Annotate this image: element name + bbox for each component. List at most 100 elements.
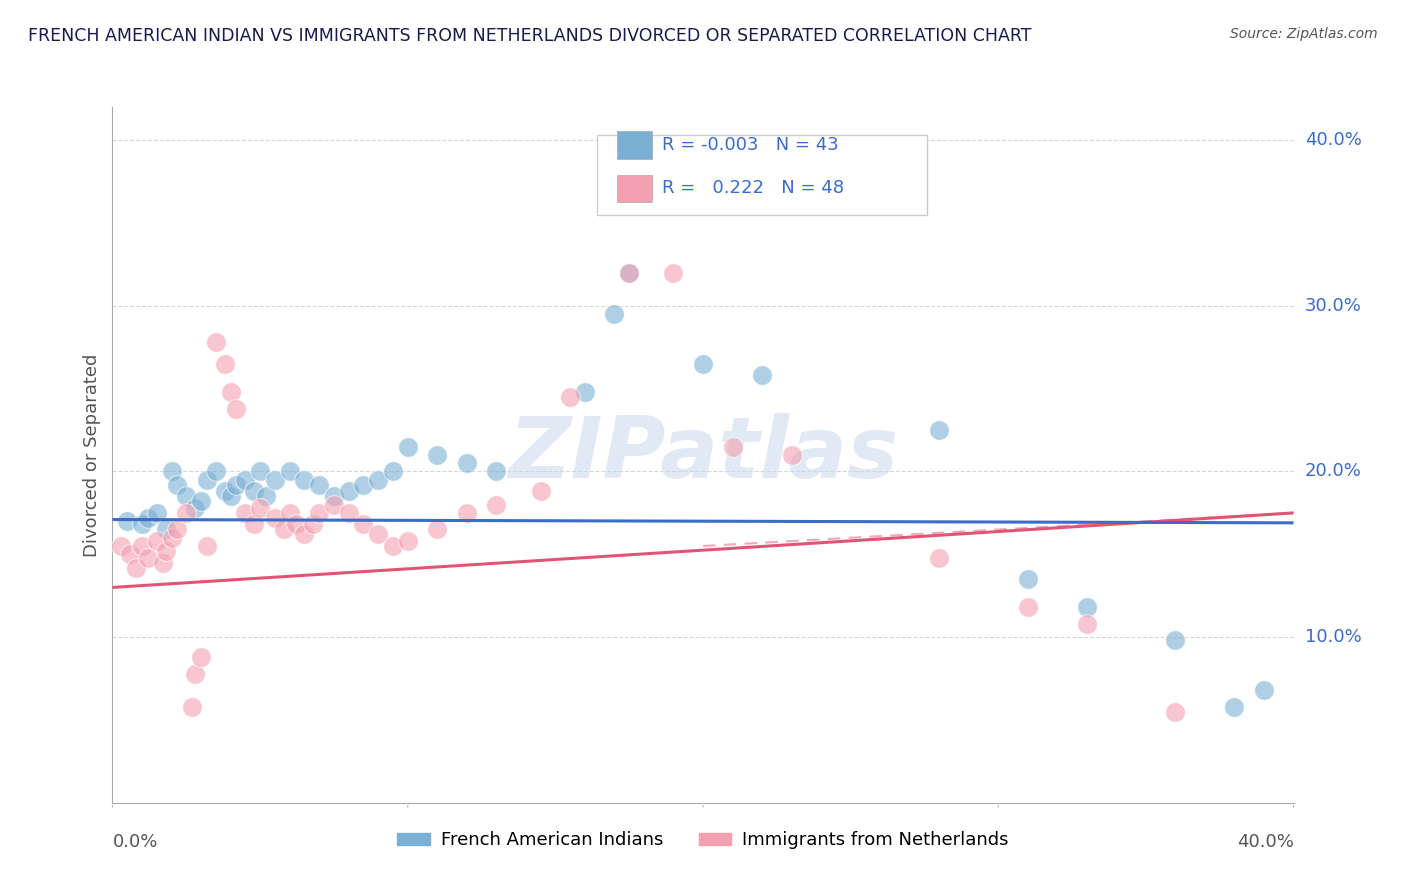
Point xyxy=(273,523,295,537)
Point xyxy=(529,484,551,499)
Point xyxy=(323,489,346,503)
Point xyxy=(190,494,212,508)
Point xyxy=(214,484,236,499)
Point xyxy=(243,517,266,532)
Point xyxy=(662,266,685,280)
Point xyxy=(1164,705,1187,719)
Point xyxy=(928,550,950,565)
Point xyxy=(780,448,803,462)
Point xyxy=(352,517,374,532)
Point xyxy=(456,506,478,520)
Point xyxy=(214,357,236,371)
Point xyxy=(751,368,773,383)
Point xyxy=(619,266,641,280)
Point xyxy=(1223,699,1246,714)
Text: 0.0%: 0.0% xyxy=(112,833,157,851)
Text: Source: ZipAtlas.com: Source: ZipAtlas.com xyxy=(1230,27,1378,41)
Point xyxy=(160,531,183,545)
Point xyxy=(308,477,330,491)
Point xyxy=(254,489,277,503)
Point xyxy=(205,335,228,350)
Point xyxy=(692,357,714,371)
Point xyxy=(155,544,177,558)
Point xyxy=(233,506,256,520)
Text: FRENCH AMERICAN INDIAN VS IMMIGRANTS FROM NETHERLANDS DIVORCED OR SEPARATED CORR: FRENCH AMERICAN INDIAN VS IMMIGRANTS FRO… xyxy=(28,27,1032,45)
Text: 40.0%: 40.0% xyxy=(1305,131,1361,149)
Point xyxy=(292,473,315,487)
Point xyxy=(426,523,449,537)
Point xyxy=(110,539,132,553)
Point xyxy=(382,465,405,479)
Text: 30.0%: 30.0% xyxy=(1305,297,1361,315)
Point xyxy=(721,440,744,454)
Point xyxy=(195,539,218,553)
Point xyxy=(485,465,508,479)
Point xyxy=(1164,633,1187,648)
Point xyxy=(125,560,148,574)
Point xyxy=(184,666,207,681)
Point xyxy=(131,517,153,532)
FancyBboxPatch shape xyxy=(617,175,652,202)
Point xyxy=(184,500,207,515)
Point xyxy=(1017,600,1039,615)
Point xyxy=(131,539,153,553)
Point xyxy=(367,473,389,487)
Point xyxy=(219,384,242,399)
Point xyxy=(166,523,188,537)
Point xyxy=(456,456,478,470)
Point xyxy=(205,465,228,479)
Point xyxy=(166,477,188,491)
Point xyxy=(367,527,389,541)
Point xyxy=(233,473,256,487)
Point xyxy=(302,517,325,532)
FancyBboxPatch shape xyxy=(596,135,928,215)
Point xyxy=(190,650,212,665)
Point xyxy=(160,465,183,479)
Point xyxy=(574,384,596,399)
Point xyxy=(195,473,218,487)
Point xyxy=(337,506,360,520)
Point xyxy=(136,550,159,565)
Point xyxy=(558,390,582,404)
Point xyxy=(219,489,242,503)
Text: 10.0%: 10.0% xyxy=(1305,628,1361,646)
FancyBboxPatch shape xyxy=(617,131,652,159)
Point xyxy=(120,547,142,561)
Point xyxy=(426,448,449,462)
Point xyxy=(225,401,247,416)
Point xyxy=(264,473,287,487)
Point xyxy=(117,514,138,528)
Point xyxy=(485,498,508,512)
Point xyxy=(1253,683,1275,698)
Point xyxy=(928,423,950,437)
Point xyxy=(337,484,360,499)
Point xyxy=(155,523,177,537)
Text: ZIPatlas: ZIPatlas xyxy=(508,413,898,497)
Point xyxy=(264,511,287,525)
Point xyxy=(249,500,271,515)
Text: R =   0.222   N = 48: R = 0.222 N = 48 xyxy=(662,179,844,197)
Legend: French American Indians, Immigrants from Netherlands: French American Indians, Immigrants from… xyxy=(389,824,1017,856)
Point xyxy=(174,506,197,520)
Point xyxy=(181,699,204,714)
Point xyxy=(152,556,174,570)
Point xyxy=(323,498,346,512)
Point xyxy=(352,477,374,491)
Text: R = -0.003   N = 43: R = -0.003 N = 43 xyxy=(662,136,838,154)
Point xyxy=(146,506,169,520)
Point xyxy=(278,506,301,520)
Point xyxy=(382,539,405,553)
Point xyxy=(225,477,247,491)
Point xyxy=(243,484,266,499)
Point xyxy=(396,534,419,549)
Point xyxy=(146,534,169,549)
Point xyxy=(1017,572,1039,586)
Text: 20.0%: 20.0% xyxy=(1305,462,1361,481)
Point xyxy=(1076,600,1098,615)
Text: 40.0%: 40.0% xyxy=(1237,833,1294,851)
Point xyxy=(249,465,271,479)
Point xyxy=(619,266,641,280)
Point xyxy=(396,440,419,454)
Point xyxy=(308,506,330,520)
Point xyxy=(278,465,301,479)
